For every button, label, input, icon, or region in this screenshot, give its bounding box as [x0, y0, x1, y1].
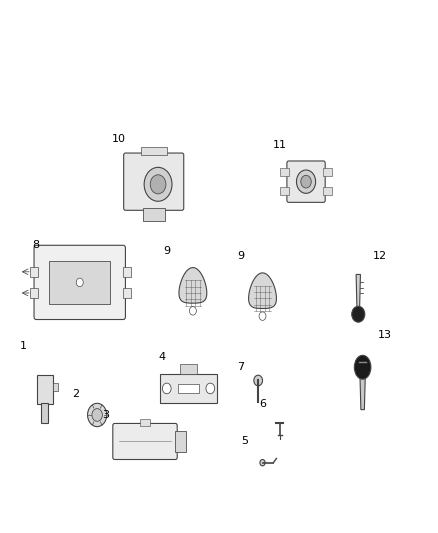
Polygon shape — [179, 268, 207, 303]
Circle shape — [76, 278, 83, 287]
FancyBboxPatch shape — [124, 153, 184, 211]
Bar — [280, 187, 289, 196]
Text: 7: 7 — [237, 362, 244, 372]
Bar — [37, 375, 53, 405]
Circle shape — [144, 167, 172, 201]
FancyBboxPatch shape — [287, 161, 325, 203]
Bar — [123, 266, 131, 277]
Circle shape — [352, 306, 365, 322]
Text: 13: 13 — [378, 330, 392, 341]
Bar — [53, 383, 58, 391]
Bar — [30, 288, 38, 298]
Bar — [176, 431, 186, 452]
Circle shape — [301, 175, 311, 188]
Text: 1: 1 — [20, 341, 27, 351]
Bar — [180, 365, 197, 374]
Text: 11: 11 — [273, 140, 287, 150]
Bar — [280, 168, 289, 176]
FancyBboxPatch shape — [113, 423, 177, 459]
Circle shape — [297, 170, 316, 193]
Ellipse shape — [354, 356, 371, 379]
Bar — [30, 266, 38, 277]
Bar — [323, 187, 332, 196]
Circle shape — [162, 383, 171, 394]
Circle shape — [189, 306, 196, 315]
Bar — [49, 261, 110, 304]
Bar — [141, 147, 167, 155]
Text: 5: 5 — [242, 437, 249, 447]
Circle shape — [150, 175, 166, 194]
Text: 9: 9 — [163, 246, 170, 256]
Polygon shape — [249, 273, 276, 309]
Bar — [123, 288, 131, 298]
Text: 9: 9 — [237, 251, 244, 261]
Circle shape — [206, 383, 215, 394]
Text: 12: 12 — [373, 251, 387, 261]
Circle shape — [92, 409, 102, 421]
Bar — [42, 403, 48, 423]
Circle shape — [88, 403, 107, 426]
Circle shape — [259, 312, 266, 320]
Bar — [160, 374, 217, 403]
Text: 8: 8 — [33, 240, 40, 251]
Bar — [140, 419, 150, 425]
Bar — [178, 384, 199, 393]
FancyBboxPatch shape — [34, 245, 125, 319]
Bar — [143, 208, 165, 221]
Polygon shape — [360, 378, 365, 410]
Text: 4: 4 — [159, 352, 166, 361]
Text: 3: 3 — [102, 410, 110, 420]
Text: 6: 6 — [259, 399, 266, 409]
Text: 10: 10 — [112, 134, 126, 144]
Polygon shape — [356, 274, 360, 309]
Bar — [323, 168, 332, 176]
Circle shape — [254, 375, 262, 386]
Text: 2: 2 — [72, 389, 79, 399]
Circle shape — [260, 459, 265, 466]
